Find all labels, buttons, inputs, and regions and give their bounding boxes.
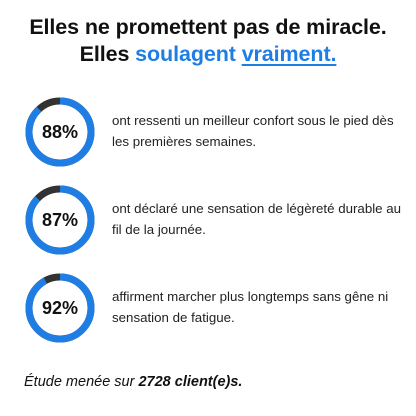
headline-accent-word: soulagent	[135, 42, 236, 66]
headline-line-2-prefix: Elles	[79, 42, 130, 66]
percent-label: 87%	[41, 209, 79, 230]
headline-underlined-word: vraiment.	[241, 42, 337, 66]
progress-ring-graphic	[25, 97, 95, 167]
stat-item-2: 87% ont déclaré une sensation de légèret…	[0, 184, 416, 264]
progress-ring-graphic	[25, 273, 95, 343]
footnote-count: 2728 client(e)s.	[138, 374, 243, 390]
ring-progress	[25, 273, 95, 343]
percent-label: 92%	[41, 297, 79, 318]
progress-ring: 87%	[24, 184, 96, 256]
headline-line-2: Elles soulagent vraiment.	[0, 41, 416, 68]
stat-item-1: 88% ont ressenti un meilleur confort sou…	[0, 96, 416, 176]
stat-description: ont déclaré une sensation de légèreté du…	[112, 201, 402, 237]
progress-ring-graphic	[25, 185, 95, 255]
ring-progress	[25, 185, 95, 255]
percent-label: 88%	[41, 121, 79, 142]
headline: Elles ne promettent pas de miracle. Elle…	[0, 14, 416, 68]
progress-ring: 88%	[24, 96, 96, 168]
ring-progress	[25, 97, 95, 167]
stat-item-3: 92% affirment marcher plus longtemps san…	[0, 272, 416, 352]
stat-description: ont ressenti un meilleur confort sous le…	[112, 113, 394, 149]
headline-line-1: Elles ne promettent pas de miracle.	[29, 15, 387, 39]
progress-ring: 92%	[24, 272, 96, 344]
stat-description: affirment marcher plus longtemps sans gê…	[112, 289, 389, 325]
study-footnote: Étude menée sur 2728 client(e)s.	[24, 374, 404, 390]
footnote-prefix: Étude menée sur	[24, 374, 135, 390]
